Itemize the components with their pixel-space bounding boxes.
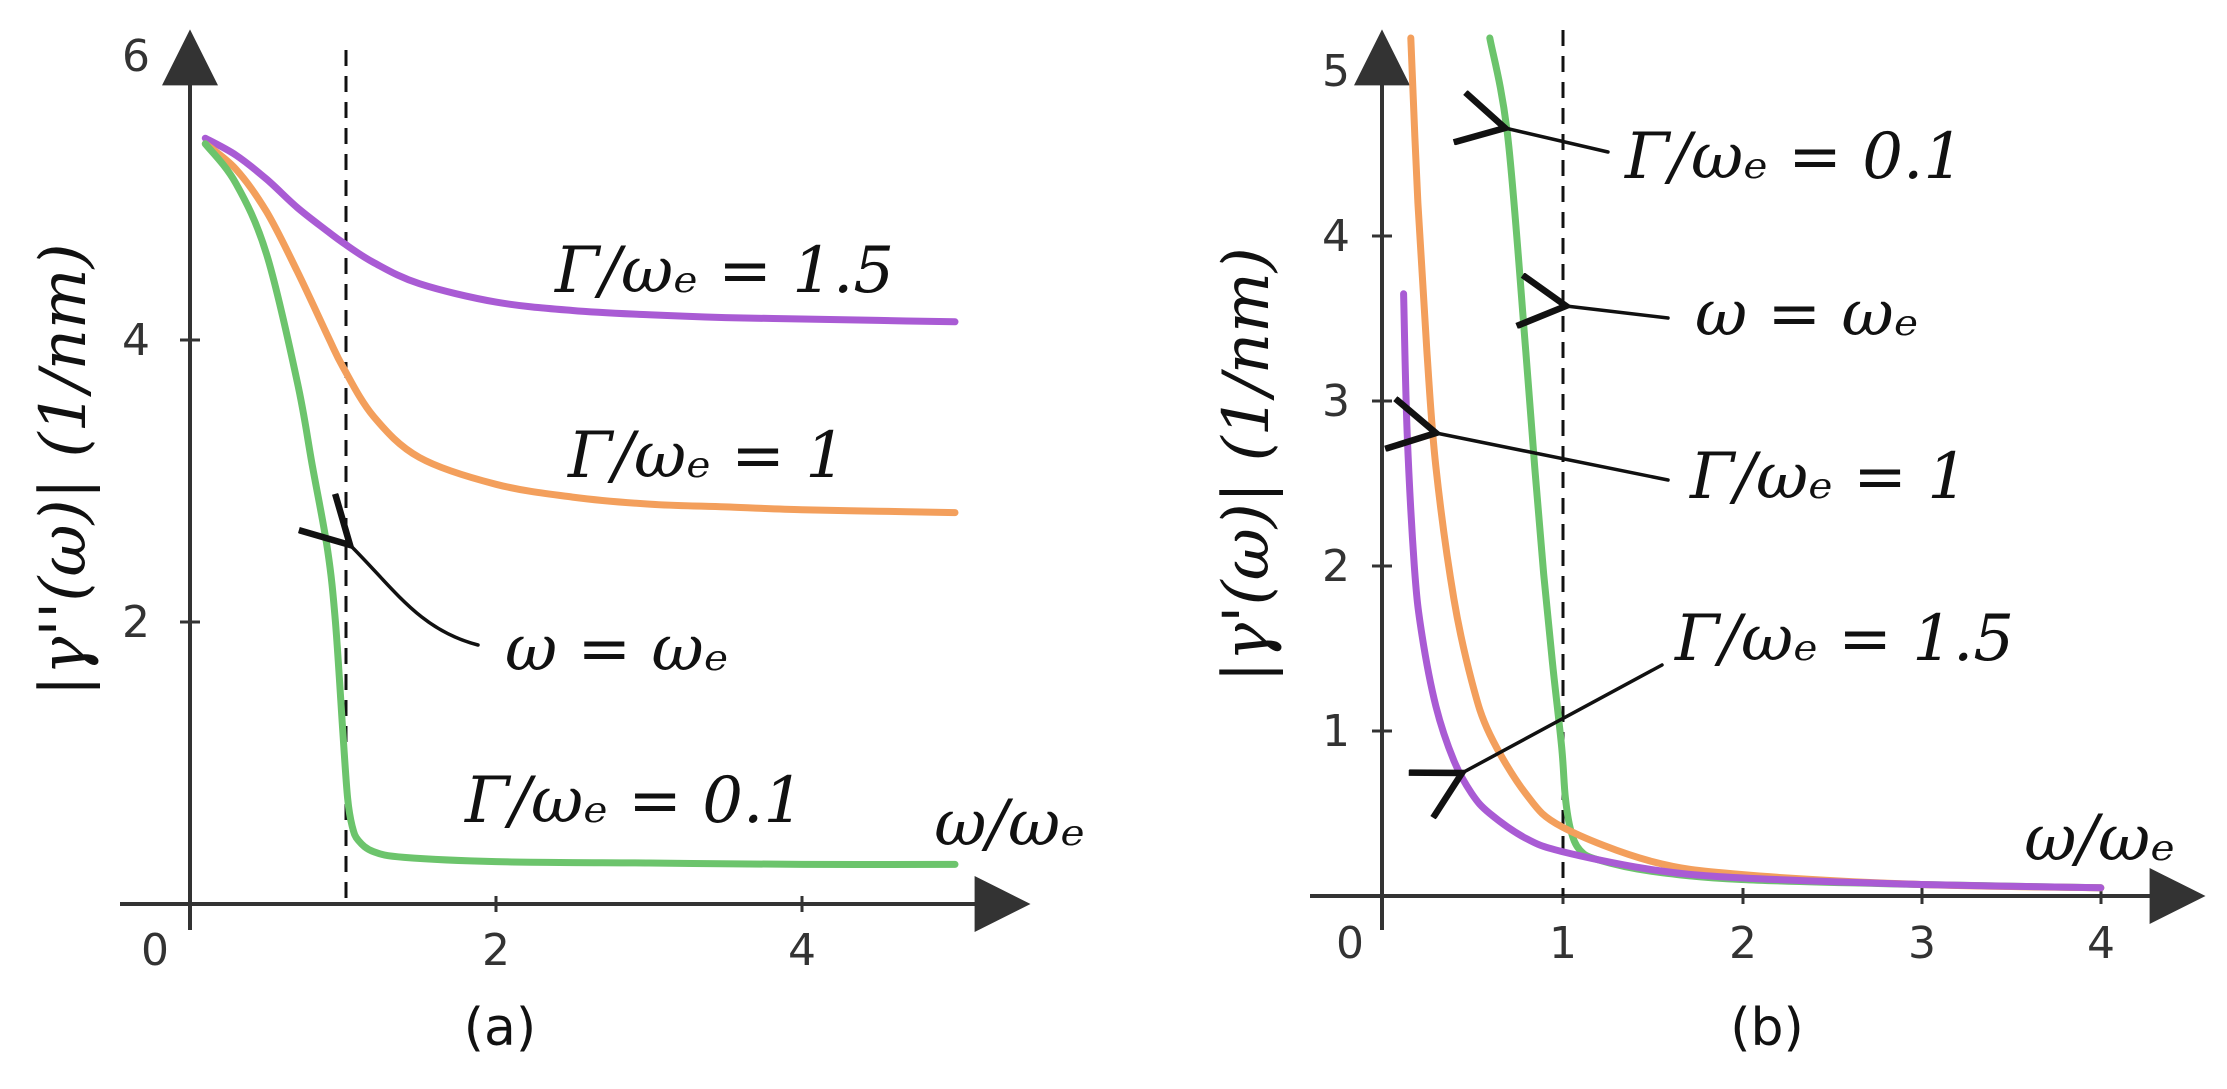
panel-a-caption: (a) — [464, 998, 536, 1058]
panel-b-series-purple — [1400, 290, 2105, 892]
panel-a-ytick-label-2: 2 — [122, 597, 150, 648]
panel-a-xtick-label-0: 0 — [141, 925, 169, 976]
panel-b-curves — [1400, 34, 2105, 892]
panel-a-xlabel: ω/ωₑ — [934, 787, 1085, 861]
panel-a-ylabel: |γ''(ω)| (1/nm) — [27, 243, 101, 696]
panel-b-label-gamma-1-5: Γ/ωₑ = 1.5 — [1674, 602, 2014, 676]
panel-b-arrow-resonance — [1566, 306, 1670, 318]
panel-a-curves — [201, 134, 959, 869]
panel-b-ytick-label-1: 1 — [1322, 706, 1350, 757]
panel-b-arrow-gamma-1 — [1436, 433, 1670, 482]
panel-b-ylabel: |γ'(ω)| (1/nm) — [1210, 247, 1284, 683]
panel-b-arrow-gamma-0-1 — [1505, 128, 1610, 154]
panel-a-label-gamma-1-5: Γ/ωₑ = 1.5 — [554, 234, 894, 308]
panel-b-xtick-label-1: 1 — [1549, 918, 1577, 969]
panel-b-ytick-label-3: 3 — [1322, 376, 1350, 427]
panel-b-xtick-label-4: 4 — [2087, 918, 2115, 969]
panel-a-resonance-arrow — [350, 545, 480, 647]
panel-a-series-purple — [201, 134, 959, 326]
panel-a-series-orange — [201, 140, 959, 517]
panel-b-xtick-label-0: 0 — [1336, 918, 1364, 969]
panel-b-xtick-label-2: 2 — [1729, 918, 1757, 969]
panel-a-resonance-label: ω = ωₑ — [505, 612, 728, 686]
panel-b-ytick-label-2: 2 — [1322, 541, 1350, 592]
panel-a-ytick-label-4: 4 — [122, 315, 150, 366]
panel-b-ytick-label-5: 5 — [1322, 46, 1350, 97]
panel-a-series-green — [201, 140, 959, 869]
panel-a: 0 2 4 2 4 6 |γ''(ω)| (1/nm) ω/ωₑ Γ/ωₑ = … — [27, 29, 1085, 1058]
panel-b-ytick-label-4: 4 — [1322, 211, 1350, 262]
panel-b-label-resonance: ω = ωₑ — [1695, 277, 1918, 351]
panel-b: 0 1 2 3 4 1 2 3 4 5 |γ'(ω)| (1/nm) ω/ωₑ … — [1210, 29, 2206, 1058]
panel-a-xtick-label-4: 4 — [788, 925, 816, 976]
panel-b-label-gamma-1: Γ/ωₑ = 1 — [1689, 440, 1968, 514]
panel-b-arrow-gamma-1-5 — [1462, 663, 1664, 773]
panel-a-ytick-label-6: 6 — [122, 31, 150, 82]
panel-a-label-gamma-0-1: Γ/ωₑ = 0.1 — [464, 764, 804, 838]
panel-b-xtick-label-3: 3 — [1908, 918, 1936, 969]
panel-a-label-gamma-1: Γ/ωₑ = 1 — [567, 419, 846, 493]
panel-a-xtick-label-2: 2 — [482, 925, 510, 976]
panel-b-label-gamma-0-1: Γ/ωₑ = 0.1 — [1624, 120, 1964, 194]
panel-b-xlabel: ω/ωₑ — [2024, 802, 2175, 876]
panel-b-caption: (b) — [1730, 998, 1804, 1058]
